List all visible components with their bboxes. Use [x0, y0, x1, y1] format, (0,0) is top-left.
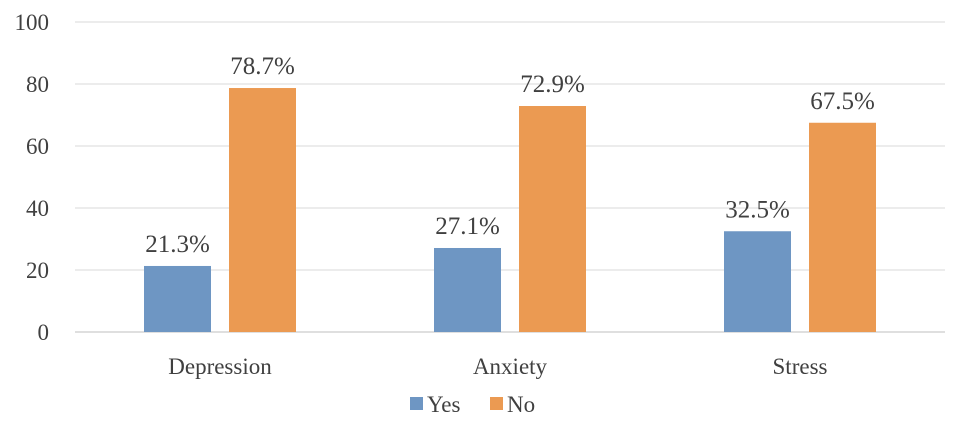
data-label-no-anxiety: 72.9% — [520, 71, 585, 98]
data-label-yes-anxiety: 27.1% — [435, 213, 500, 240]
legend-label-no: No — [507, 392, 535, 417]
bar-yes-stress — [724, 231, 791, 332]
y-tick-label: 40 — [26, 196, 49, 221]
gridlines — [75, 21, 945, 333]
data-label-yes-stress: 32.5% — [725, 196, 790, 223]
y-tick-label: 80 — [26, 72, 49, 97]
y-tick-label: 60 — [26, 134, 49, 159]
bar-no-stress — [809, 122, 876, 332]
x-category-label: Anxiety — [473, 354, 548, 379]
y-tick-label: 20 — [26, 258, 49, 283]
bar-no-depression — [229, 88, 296, 332]
x-category-label: Stress — [773, 354, 828, 379]
legend-swatch-no — [490, 397, 503, 410]
legend-label-yes: Yes — [427, 392, 461, 417]
legend: Yes No — [410, 392, 535, 417]
x-category-label: Depression — [168, 354, 272, 379]
y-tick-label: 100 — [15, 10, 50, 35]
data-label-no-stress: 67.5% — [810, 88, 875, 115]
legend-swatch-yes — [410, 397, 423, 410]
bar-yes-depression — [144, 265, 211, 332]
y-tick-label: 0 — [38, 320, 50, 345]
data-label-no-depression: 78.7% — [230, 53, 295, 80]
bars — [144, 88, 876, 332]
bar-no-anxiety — [519, 106, 586, 332]
data-labels: 21.3% 78.7% 27.1% 72.9% 32.5% 67.5% — [145, 53, 875, 258]
bar-yes-anxiety — [434, 247, 501, 332]
data-label-yes-depression: 21.3% — [145, 231, 210, 258]
y-axis: 0 20 40 60 80 100 — [15, 10, 50, 345]
x-axis: Depression Anxiety Stress — [168, 354, 827, 379]
